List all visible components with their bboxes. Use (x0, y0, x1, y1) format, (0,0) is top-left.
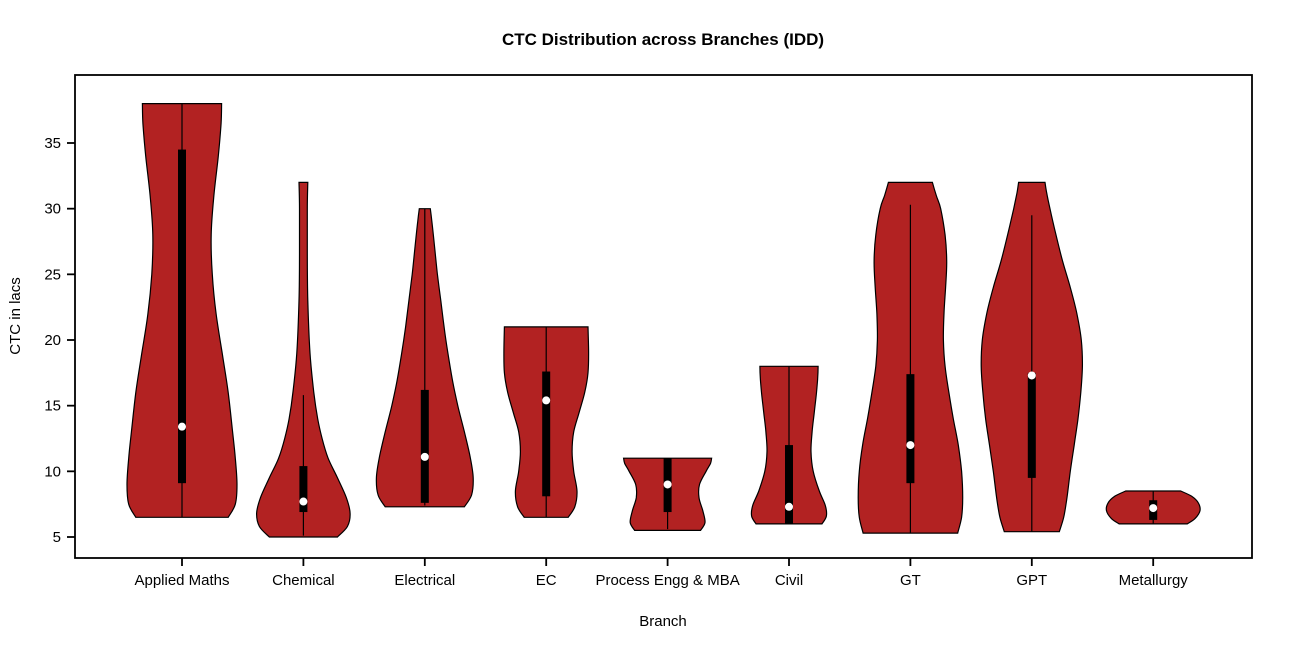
x-axis-label: Branch (639, 613, 687, 630)
y-tick-label: 25 (44, 266, 61, 283)
chart-title: CTC Distribution across Branches (IDD) (502, 30, 824, 49)
iqr-box-ec (542, 371, 551, 497)
median-dot-ec (542, 396, 551, 405)
iqr-box-civil (785, 445, 793, 524)
y-tick-label: 10 (44, 463, 61, 480)
x-tick-label-electrical: Electrical (394, 572, 455, 589)
median-dot-civil (785, 502, 793, 511)
plot-border (74, 74, 1253, 559)
y-axis-label: CTC in lacs (7, 277, 24, 355)
x-tick-label-gt: GT (900, 572, 921, 589)
median-dot-process-engg-mba (663, 480, 672, 489)
x-tick-label-civil: Civil (775, 572, 803, 589)
y-tick-label: 35 (44, 135, 61, 152)
y-tick-label: 20 (44, 332, 61, 349)
y-tick-label: 5 (53, 529, 61, 546)
iqr-box-chemical (299, 466, 308, 513)
median-dot-electrical (420, 452, 429, 461)
median-dot-gpt (1027, 371, 1036, 380)
median-dot-gt (906, 441, 915, 450)
plot-area: 5 10 15 20 25 30 35 Applied Maths Chemical Electr… (44, 74, 1253, 589)
iqr-box-gt (906, 374, 915, 484)
x-tick-label-chemical: Chemical (272, 572, 335, 589)
x-tick-label-gpt: GPT (1016, 572, 1047, 589)
iqr-box-gpt (1027, 372, 1036, 478)
x-tick-label-ec: EC (536, 572, 557, 589)
x-tick-label-applied-maths: Applied Maths (134, 572, 229, 589)
iqr-box-electrical (420, 389, 429, 503)
iqr-box-applied-maths (178, 149, 186, 484)
median-dot-applied-maths (178, 422, 186, 431)
violin-chemical (255, 181, 351, 538)
median-dot-chemical (299, 497, 308, 506)
x-tick-label-metallurgy: Metallurgy (1119, 572, 1189, 589)
x-tick-label-process-engg-mba: Process Engg & MBA (595, 572, 739, 589)
median-dot-metallurgy (1149, 504, 1158, 513)
y-tick-label: 15 (44, 398, 61, 415)
y-tick-label: 30 (44, 201, 61, 218)
